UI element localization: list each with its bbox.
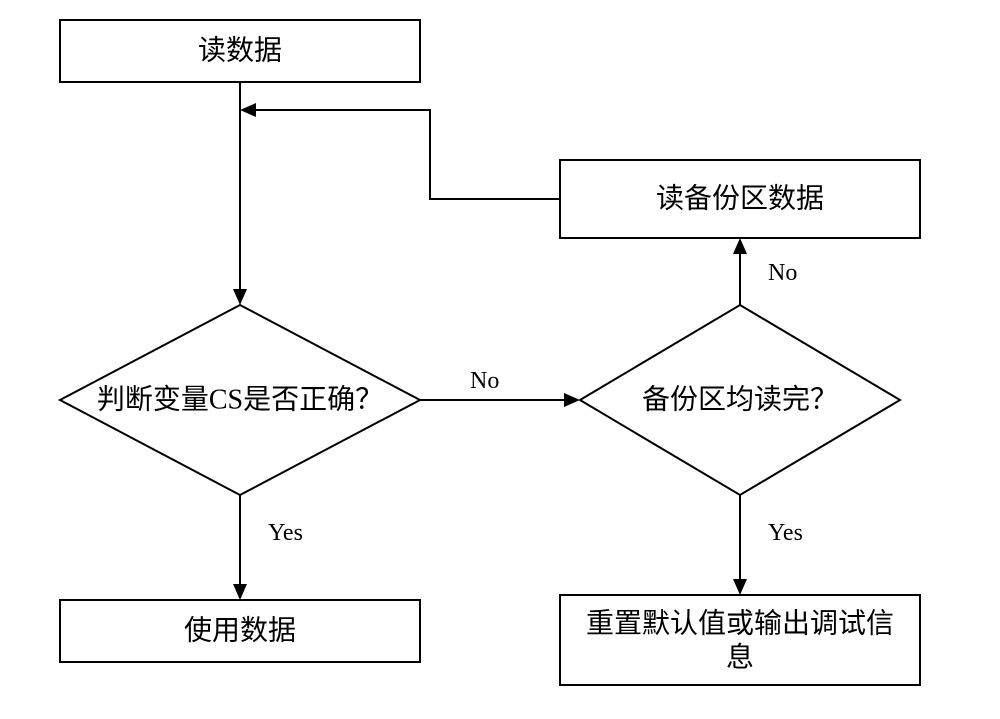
node-label: 重置默认值或输出调试信 — [586, 608, 894, 640]
edge-label: Yes — [768, 520, 803, 546]
edge-label: No — [470, 368, 499, 394]
node-label: 读备份区数据 — [656, 183, 824, 215]
node-label: 判断变量CS是否正确？ — [97, 384, 383, 416]
node-label: 备份区均读完？ — [642, 384, 838, 416]
edge-label: No — [768, 260, 797, 286]
node-label: 使用数据 — [184, 615, 296, 647]
node-label: 息 — [726, 642, 754, 674]
edge-label: Yes — [268, 520, 303, 546]
node-label: 读数据 — [198, 35, 282, 67]
flowchart-svg: No Yes Yes No 读数据读备份区数据判断变量CS是否正确？ 备份区均读完？ 使用数… — [0, 0, 1000, 719]
